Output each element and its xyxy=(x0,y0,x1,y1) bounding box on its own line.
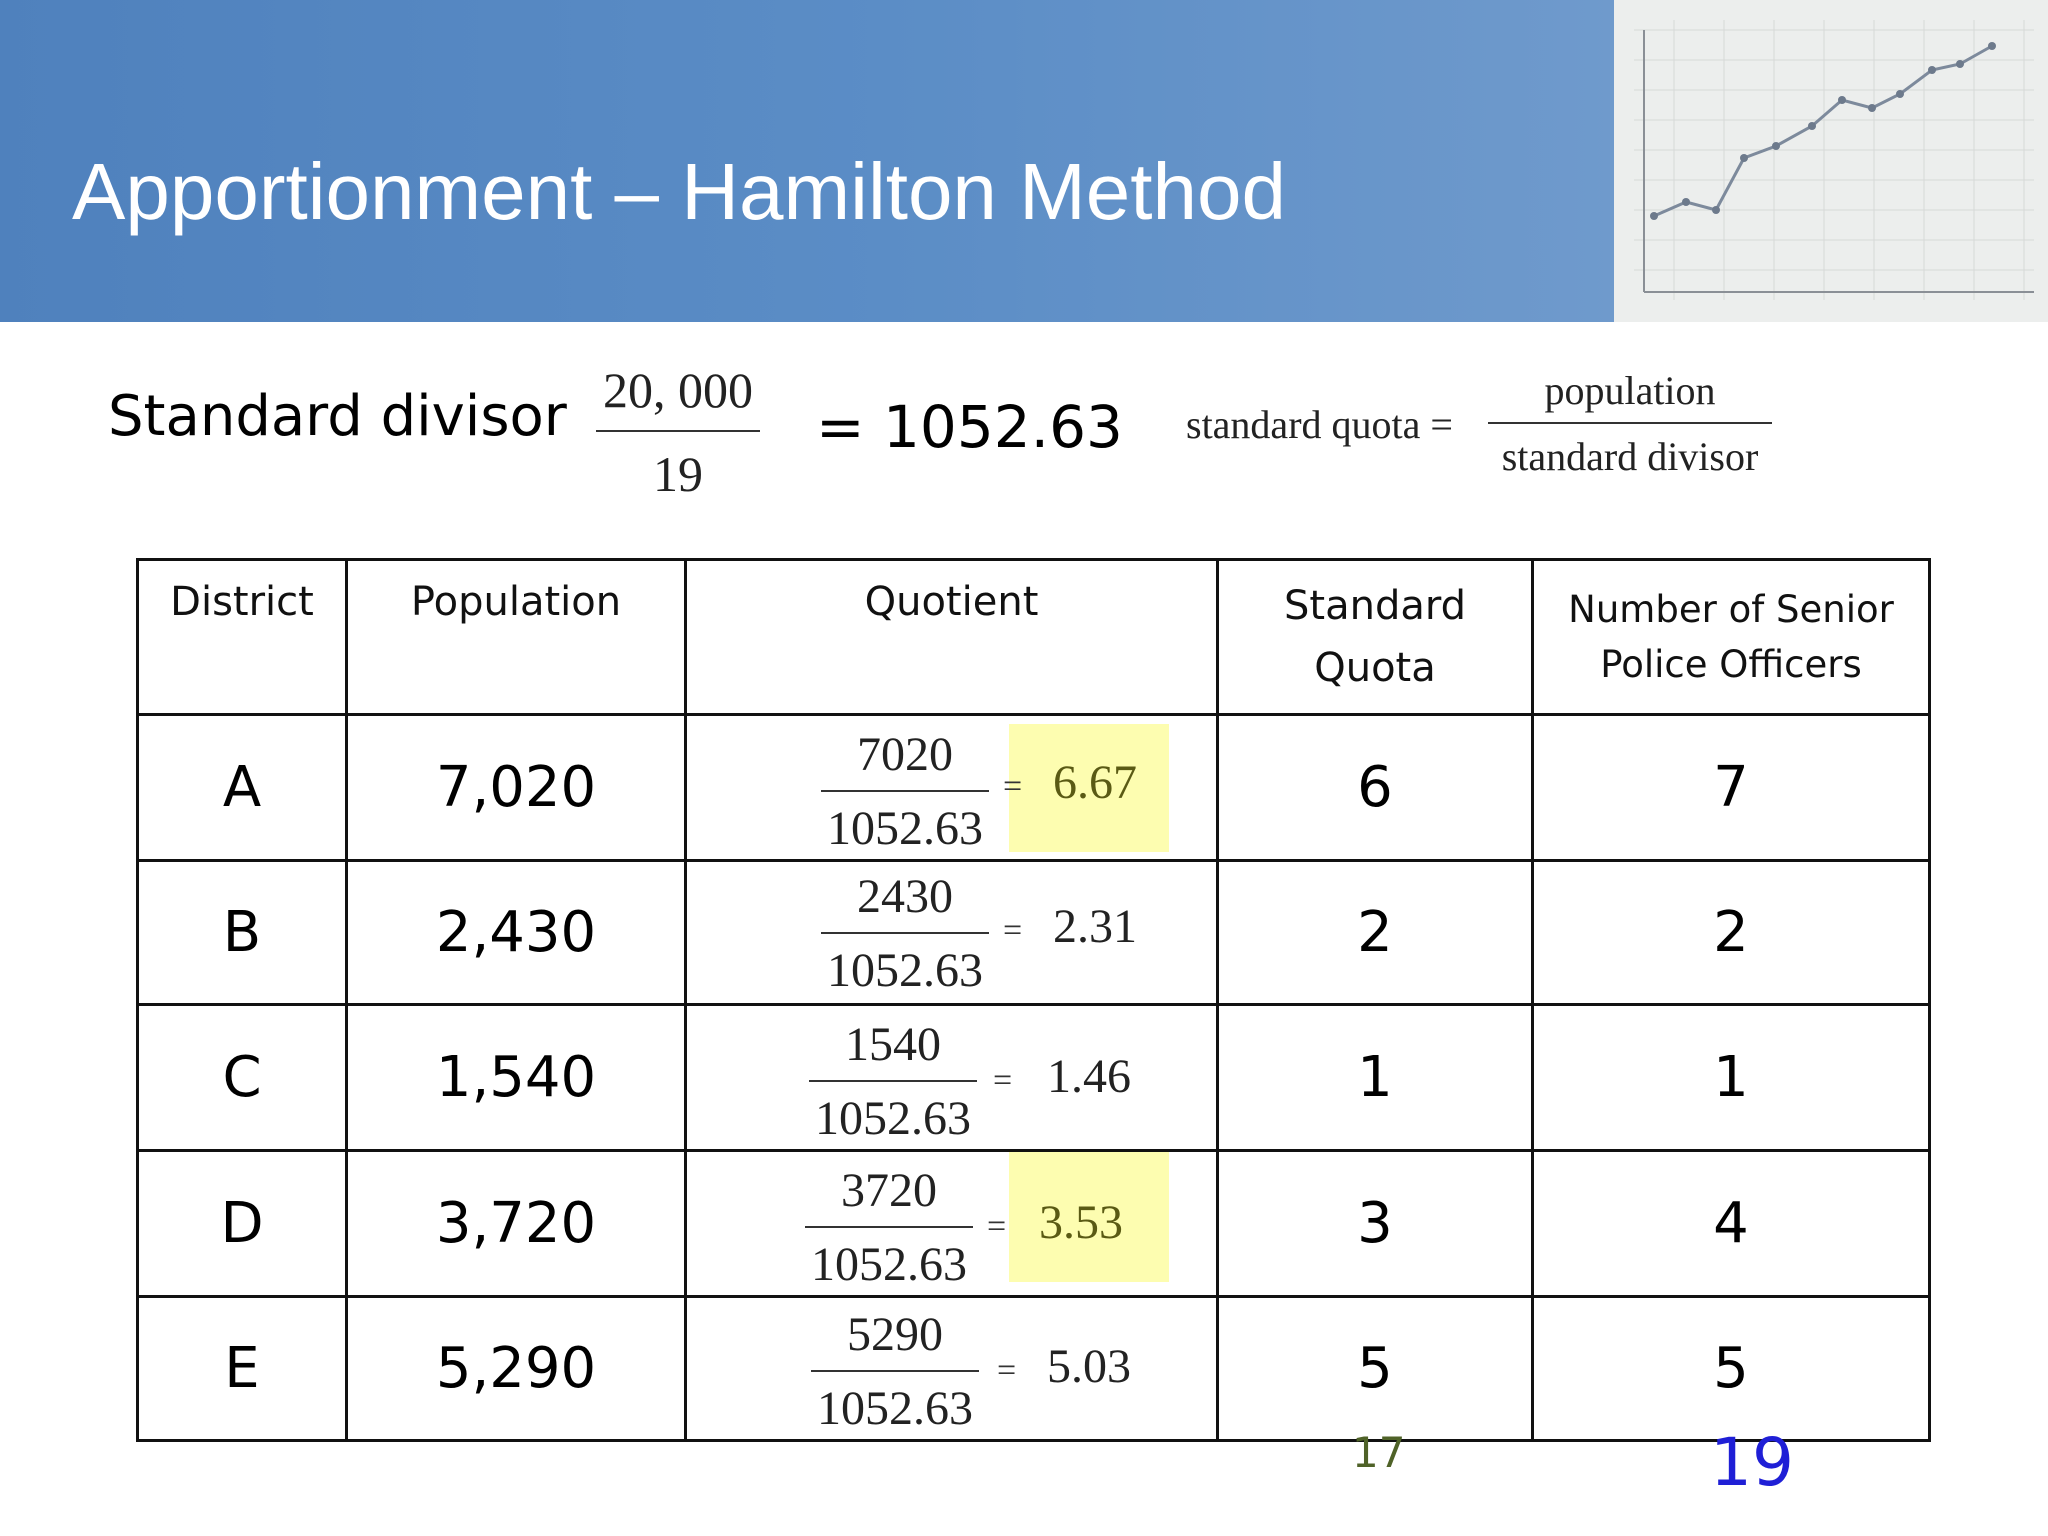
quotient-fraction: 3720 1052.63 xyxy=(805,1160,973,1296)
officers-cell: 1 xyxy=(1531,1003,1931,1152)
officers-cell: 5 xyxy=(1531,1295,1931,1442)
formula-denominator: standard divisor xyxy=(1501,434,1759,479)
quotient-fraction: 7020 1052.63 xyxy=(821,724,989,860)
quotient-result: 3.53 xyxy=(1039,1196,1123,1249)
header-senior-police-officers: Number of Senior Police Officers xyxy=(1531,558,1931,716)
formula-numerator: population xyxy=(1544,368,1716,413)
standard-quota-cell: 2 xyxy=(1216,859,1534,1006)
quotient-fraction: 1540 1052.63 xyxy=(809,1014,977,1150)
table-row: C 1,540 1540 1052.63 = 1.46 1 1 xyxy=(136,1003,1931,1152)
quotient-cell: 2430 1052.63 = 2.31 xyxy=(684,859,1219,1006)
quotient-result: 1.46 xyxy=(1047,1050,1131,1103)
highlight-box xyxy=(1009,1152,1169,1282)
officers-cell: 7 xyxy=(1531,713,1931,862)
officers-cell: 4 xyxy=(1531,1149,1931,1298)
equals-sign: = xyxy=(1003,768,1023,805)
divisor-numerator: 20, 000 xyxy=(603,362,753,418)
header-district: District xyxy=(136,558,348,716)
standard-quota-cell: 6 xyxy=(1216,713,1534,862)
table-row: D 3,720 3720 1052.63 = 3.53 3 4 xyxy=(136,1149,1931,1298)
quotient-cell: 3720 1052.63 = 3.53 xyxy=(684,1149,1219,1298)
table-header-row: District Population Quotient Standard Qu… xyxy=(136,558,1931,716)
quotient-denominator: 1052.63 xyxy=(817,1382,973,1435)
slide-title: Apportionment – Hamilton Method xyxy=(72,147,1286,236)
fraction-bar xyxy=(596,430,760,432)
decorative-line-graph-image xyxy=(1614,0,2048,322)
header-quotient: Quotient xyxy=(684,558,1219,716)
standard-divisor-label: Standard divisor xyxy=(108,384,567,449)
formula-fraction: population standard divisor xyxy=(1488,366,1772,482)
fraction-bar xyxy=(805,1226,973,1228)
district-cell: B xyxy=(136,859,348,1006)
quotient-fraction: 5290 1052.63 xyxy=(811,1304,979,1440)
quotient-fraction: 2430 1052.63 xyxy=(821,866,989,1002)
quotient-result: 6.67 xyxy=(1053,756,1137,809)
standard-divisor-fraction: 20, 000 19 xyxy=(596,360,760,504)
formula-lhs: standard quota = xyxy=(1186,402,1453,447)
quotient-cell: 1540 1052.63 = 1.46 xyxy=(684,1003,1219,1152)
officers-total: 19 xyxy=(1710,1424,1794,1501)
quotient-result: 2.31 xyxy=(1053,900,1137,953)
officers-cell: 2 xyxy=(1531,859,1931,1006)
table-row: E 5,290 5290 1052.63 = 5.03 5 5 xyxy=(136,1295,1931,1442)
equals-sign: = xyxy=(997,1352,1017,1389)
population-cell: 3,720 xyxy=(345,1149,687,1298)
population-cell: 5,290 xyxy=(345,1295,687,1442)
fraction-bar xyxy=(821,790,989,792)
district-cell: E xyxy=(136,1295,348,1442)
equals-sign: = xyxy=(993,1062,1013,1099)
table-row: A 7,020 7020 1052.63 = 6.67 6 7 xyxy=(136,713,1931,862)
quotient-cell: 7020 1052.63 = 6.67 xyxy=(684,713,1219,862)
header-population: Population xyxy=(345,558,687,716)
quotient-numerator: 7020 xyxy=(857,728,953,781)
equals-sign: = xyxy=(1003,912,1023,949)
standard-quota-cell: 3 xyxy=(1216,1149,1534,1298)
standard-quota-cell: 1 xyxy=(1216,1003,1534,1152)
district-cell: D xyxy=(136,1149,348,1298)
quotient-denominator: 1052.63 xyxy=(815,1092,971,1145)
slide-header-bar: Apportionment – Hamilton Method xyxy=(0,0,1614,322)
fraction-bar xyxy=(821,932,989,934)
standard-quota-total: 17 xyxy=(1352,1428,1406,1477)
population-cell: 7,020 xyxy=(345,713,687,862)
quotient-denominator: 1052.63 xyxy=(827,944,983,997)
fraction-bar xyxy=(809,1080,977,1082)
equals-sign: = xyxy=(987,1208,1007,1245)
quotient-numerator: 5290 xyxy=(847,1308,943,1361)
district-cell: C xyxy=(136,1003,348,1152)
quotient-denominator: 1052.63 xyxy=(827,802,983,855)
quotient-cell: 5290 1052.63 = 5.03 xyxy=(684,1295,1219,1442)
table-row: B 2,430 2430 1052.63 = 2.31 2 2 xyxy=(136,859,1931,1006)
quotient-numerator: 1540 xyxy=(845,1018,941,1071)
quotient-numerator: 2430 xyxy=(857,870,953,923)
apportionment-table: District Population Quotient Standard Qu… xyxy=(136,558,1931,1442)
highlight-box xyxy=(1009,724,1169,852)
fraction-bar xyxy=(811,1370,979,1372)
population-cell: 1,540 xyxy=(345,1003,687,1152)
population-cell: 2,430 xyxy=(345,859,687,1006)
district-cell: A xyxy=(136,713,348,862)
quotient-numerator: 3720 xyxy=(841,1164,937,1217)
fraction-bar xyxy=(1488,422,1772,424)
header-standard-quota: Standard Quota xyxy=(1216,558,1534,716)
quotient-denominator: 1052.63 xyxy=(811,1238,967,1291)
divisor-denominator: 19 xyxy=(653,446,703,502)
standard-quota-cell: 5 xyxy=(1216,1295,1534,1442)
quotient-result: 5.03 xyxy=(1047,1340,1131,1393)
standard-divisor-result: = 1052.63 xyxy=(816,393,1123,461)
